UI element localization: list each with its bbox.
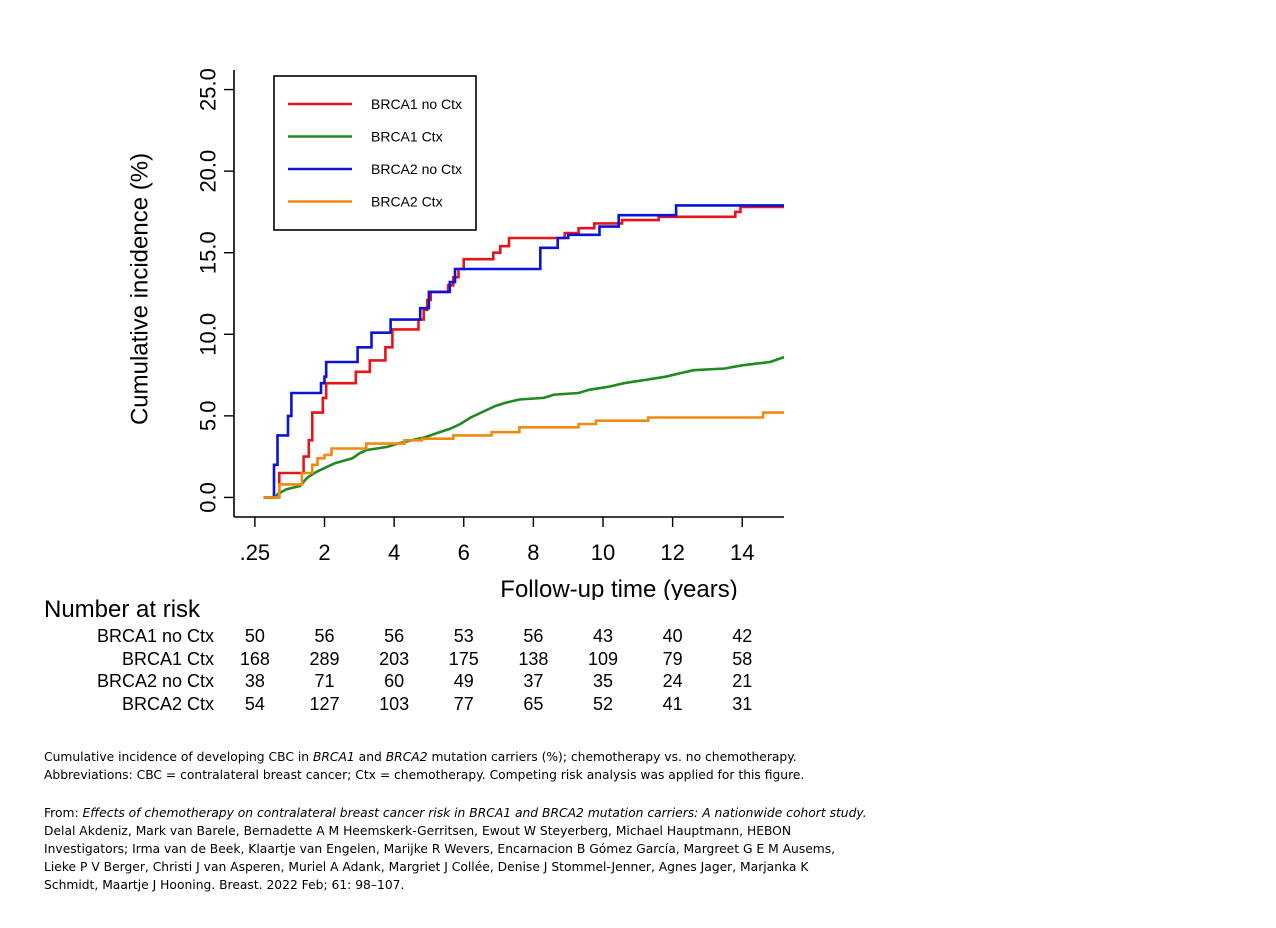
x-axis-title: Follow-up time (years) (500, 576, 737, 600)
series-line-1 (263, 205, 784, 499)
risk-table-row: BRCA2 Ctx 54 127 103 77 65 52 41 31 (0, 694, 800, 716)
source-prefix: From: (44, 806, 83, 820)
risk-value: 175 (448, 648, 479, 669)
risk-value: 109 (587, 648, 618, 669)
y-tick-label: 15.0 (196, 231, 221, 274)
source-line-3: Investigators; Irma van de Beek, Klaartj… (44, 842, 836, 856)
caption-line-2: Abbreviations: CBC = contralateral breas… (44, 768, 805, 782)
risk-value: 53 (453, 626, 474, 646)
risk-value: 37 (523, 671, 544, 692)
risk-value: 103 (379, 694, 410, 715)
risk-value: 24 (662, 671, 683, 692)
source-line-2: Delal Akdeniz, Mark van Barele, Bernadet… (44, 824, 792, 838)
risk-value: 203 (379, 648, 410, 669)
legend-box (273, 75, 477, 231)
risk-table-heading: Number at risk (44, 596, 201, 623)
risk-value: 40 (662, 626, 683, 646)
y-tick-label: 25.0 (196, 68, 221, 111)
risk-value: 38 (244, 671, 265, 692)
x-tick-label: 6 (458, 540, 470, 565)
legend-label-1: BRCA1 no Ctx (371, 96, 462, 112)
source-title: Effects of chemotherapy on contralateral… (82, 806, 867, 820)
series-line-4 (263, 411, 784, 499)
caption-line-1: Cumulative incidence of developing CBC i… (44, 748, 904, 766)
series-line-3 (263, 204, 784, 499)
series-line-2 (274, 355, 785, 499)
y-tick-label: 0.0 (196, 482, 221, 513)
source-citation: From: Effects of chemotherapy on contral… (44, 804, 904, 894)
x-tick-label: .25 (240, 540, 271, 565)
caption-text: Cumulative incidence of developing CBC i… (44, 750, 313, 764)
figure-caption: Cumulative incidence of developing CBC i… (44, 748, 904, 784)
risk-value: 71 (314, 671, 335, 692)
legend-label-2: BRCA1 Ctx (371, 129, 443, 145)
risk-value: 289 (309, 648, 340, 669)
risk-value: 41 (662, 694, 683, 715)
risk-value: 65 (523, 694, 544, 715)
legend-label-4: BRCA2 Ctx (371, 194, 443, 210)
y-axis-title: Cumulative incidence (%) (127, 153, 154, 425)
x-tick-label: 8 (527, 540, 539, 565)
risk-value: 43 (592, 626, 613, 646)
caption-text: mutation carriers (%); chemotherapy vs. … (427, 750, 797, 764)
risk-value: 49 (453, 671, 474, 692)
risk-value: 56 (384, 626, 405, 646)
risk-value: 56 (314, 626, 335, 646)
source-line-1: From: Effects of chemotherapy on contral… (44, 804, 904, 822)
risk-value: 56 (523, 626, 544, 646)
x-tick-label: 2 (318, 540, 330, 565)
risk-value: 168 (239, 648, 270, 669)
caption-gene-2: BRCA2 (385, 750, 428, 764)
risk-row-label: BRCA2 Ctx (121, 694, 214, 715)
risk-row-label: BRCA2 no Ctx (96, 671, 214, 692)
risk-table-row: BRCA1 no Ctx 50 56 56 53 56 43 40 42 (0, 626, 800, 648)
x-tick-label: 10 (591, 540, 615, 565)
y-tick-label: 20.0 (196, 150, 221, 193)
risk-value: 35 (592, 671, 613, 692)
y-tick-label: 10.0 (196, 313, 221, 356)
risk-value: 79 (662, 648, 683, 669)
risk-row-label: BRCA1 Ctx (121, 648, 214, 669)
risk-value: 54 (244, 694, 265, 715)
risk-value: 77 (453, 694, 474, 715)
source-line-4: Lieke P V Berger, Christi J van Asperen,… (44, 860, 809, 874)
risk-value: 42 (732, 626, 753, 646)
risk-value: 52 (592, 694, 613, 715)
chart: 0.0 5.0 10.0 15.0 20.0 25.0 .25 2 4 6 8 10 12 14 Follo… (127, 68, 785, 600)
source-line-5: Schmidt, Maartje J Hooning. Breast. 2022… (44, 878, 405, 892)
risk-table-row: BRCA2 no Ctx 38 71 60 49 37 35 24 21 (0, 671, 800, 693)
legend-label-3: BRCA2 no Ctx (371, 161, 462, 177)
risk-value: 50 (244, 626, 265, 646)
risk-value: 58 (732, 648, 753, 669)
risk-value: 31 (732, 694, 753, 715)
risk-value: 60 (384, 671, 405, 692)
x-tick-label: 4 (388, 540, 400, 565)
risk-value: 21 (732, 671, 753, 692)
risk-value: 138 (518, 648, 549, 669)
x-tick-label: 14 (730, 540, 754, 565)
risk-value: 127 (309, 694, 340, 715)
x-tick-label: 12 (660, 540, 684, 565)
risk-table-row: BRCA1 Ctx 168 289 203 175 138 109 79 58 (0, 649, 800, 671)
risk-row-label: BRCA1 no Ctx (96, 626, 214, 646)
caption-gene-1: BRCA1 (312, 750, 355, 764)
caption-text: and (354, 750, 386, 764)
y-tick-label: 5.0 (196, 401, 221, 432)
